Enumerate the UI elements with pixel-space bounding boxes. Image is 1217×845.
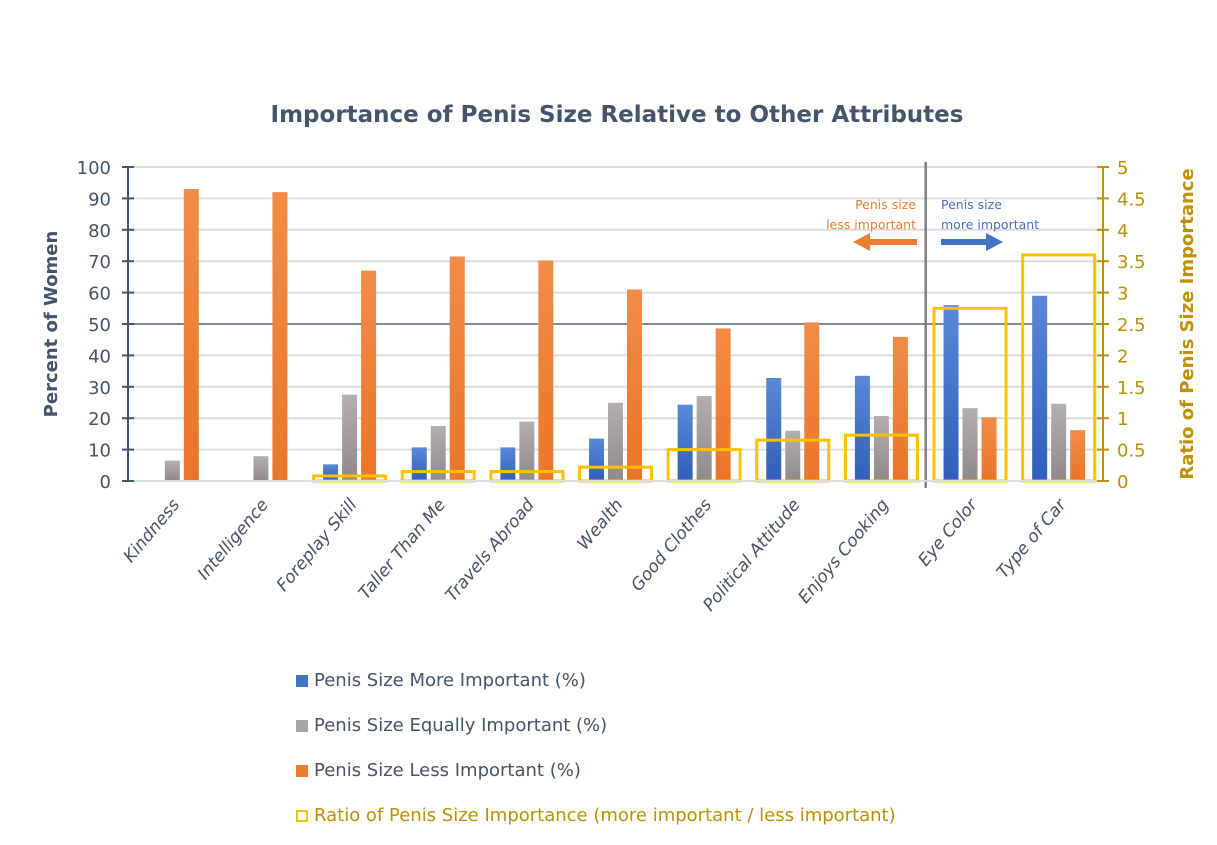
tick-label-right: 2.5 xyxy=(1117,315,1146,336)
category-label: Enjoys Cooking xyxy=(794,495,893,607)
tick-label-right: 4.5 xyxy=(1117,189,1146,210)
bar-equal xyxy=(1051,403,1067,481)
bar-equal xyxy=(696,395,712,481)
arrow-right-icon xyxy=(941,233,1003,251)
category-label: Eye Color xyxy=(914,495,982,571)
category-label: Travels Abroad xyxy=(442,495,539,605)
bar-more xyxy=(411,447,427,481)
bar-more xyxy=(589,438,604,481)
bar-equal xyxy=(342,394,358,481)
bar-equal xyxy=(253,456,269,481)
y-axis-title-left: Percent of Women xyxy=(41,231,62,418)
category-label: Political Attitude xyxy=(699,495,804,615)
bar-more xyxy=(766,378,782,481)
bar-equal xyxy=(962,408,978,481)
y-axis-title-right: Ratio of Penis Size Importance xyxy=(1177,168,1198,479)
legend-item-less: Penis Size Less Important (%) xyxy=(296,748,896,793)
legend-label: Penis Size Equally Important (%) xyxy=(314,715,608,736)
tick-label-right: 4 xyxy=(1117,221,1128,242)
tick-label-left: 100 xyxy=(77,158,111,179)
legend-swatch-orange xyxy=(296,764,308,777)
bar-more xyxy=(943,305,959,481)
bar-less xyxy=(627,289,642,481)
axes xyxy=(122,162,1109,488)
annotations: Penis size less important Penis size mor… xyxy=(826,197,1039,251)
tick-label-left: 40 xyxy=(88,346,111,367)
category-label: Foreplay Skill xyxy=(273,495,362,595)
bar-less xyxy=(1070,430,1086,481)
bar-more xyxy=(500,447,516,481)
arrow-left-icon xyxy=(853,233,917,251)
bar-equal xyxy=(785,430,801,481)
tick-label-left: 20 xyxy=(88,409,111,430)
bar-equal xyxy=(873,416,889,481)
bar-less xyxy=(272,192,288,481)
bar-less xyxy=(981,417,997,481)
annotation-less-line2: less important xyxy=(826,217,916,232)
category-label: Good Clothes xyxy=(627,495,716,595)
bar-less xyxy=(892,336,908,481)
annotation-more-line2: more important xyxy=(941,217,1039,232)
tick-label-right: 1.5 xyxy=(1117,378,1146,399)
category-label: Intelligence xyxy=(194,495,273,584)
left-tick-labels: 0 10 20 30 40 50 60 70 80 90 100 xyxy=(77,158,111,493)
category-label: Kindness xyxy=(120,495,185,566)
tick-label-right: 1 xyxy=(1117,409,1128,430)
legend-swatch-gray xyxy=(296,719,308,732)
tick-label-left: 90 xyxy=(88,189,111,210)
bar-more xyxy=(323,464,339,481)
bar-equal xyxy=(519,421,535,481)
bar-equal xyxy=(608,402,623,481)
bar-more xyxy=(854,375,870,481)
tick-label-left: 60 xyxy=(88,284,111,305)
bar-equal xyxy=(164,460,180,481)
legend-label: Penis Size More Important (%) xyxy=(314,670,586,691)
bar-less xyxy=(538,260,554,481)
chart: Importance of Penis Size Relative to Oth… xyxy=(41,102,1198,616)
category-label: Type of Car xyxy=(993,495,1071,583)
category-label: Wealth xyxy=(574,495,628,554)
tick-label-right: 0.5 xyxy=(1117,441,1146,462)
tick-label-right: 3.5 xyxy=(1117,252,1146,273)
legend-swatch-outline xyxy=(296,809,308,822)
legend-label: Ratio of Penis Size Importance (more imp… xyxy=(314,805,896,826)
tick-label-left: 10 xyxy=(88,441,111,462)
category-labels: Kindness Intelligence Foreplay SkillTaller… xyxy=(120,495,1071,616)
gridlines xyxy=(128,166,1103,482)
tick-label-left: 0 xyxy=(100,472,111,493)
tick-label-left: 80 xyxy=(88,221,111,242)
annotation-less-line1: Penis size xyxy=(855,197,916,212)
bar-less xyxy=(715,328,731,481)
bar-less xyxy=(361,270,377,481)
bar-less xyxy=(183,188,199,482)
tick-label-right: 3 xyxy=(1117,284,1128,305)
legend-item-ratio: Ratio of Penis Size Importance (more imp… xyxy=(296,793,896,838)
chart-title: Importance of Penis Size Relative to Oth… xyxy=(271,102,964,128)
tick-label-left: 50 xyxy=(88,315,111,336)
right-tick-labels: 0 0.5 1 1.5 2 2.5 3 3.5 4 4.5 5 xyxy=(1117,158,1146,493)
legend-item-equal: Penis Size Equally Important (%) xyxy=(296,703,896,748)
bar-more xyxy=(677,404,693,481)
category-label: Taller Than Me xyxy=(355,495,450,603)
legend-item-more: Penis Size More Important (%) xyxy=(296,658,896,703)
bars xyxy=(164,188,1086,482)
tick-label-right: 5 xyxy=(1117,158,1128,179)
bar-equal xyxy=(430,426,446,481)
legend-swatch-blue xyxy=(296,674,308,687)
tick-label-left: 70 xyxy=(88,252,111,273)
bar-less xyxy=(449,256,465,481)
legend-label: Penis Size Less Important (%) xyxy=(314,760,581,781)
tick-label-right: 2 xyxy=(1117,346,1128,367)
annotation-more-line1: Penis size xyxy=(941,197,1002,212)
bar-less xyxy=(804,322,820,481)
bar-more xyxy=(1032,295,1048,481)
tick-label-right: 0 xyxy=(1117,472,1128,493)
tick-label-left: 30 xyxy=(88,378,111,399)
legend: Penis Size More Important (%) Penis Size… xyxy=(296,658,896,838)
